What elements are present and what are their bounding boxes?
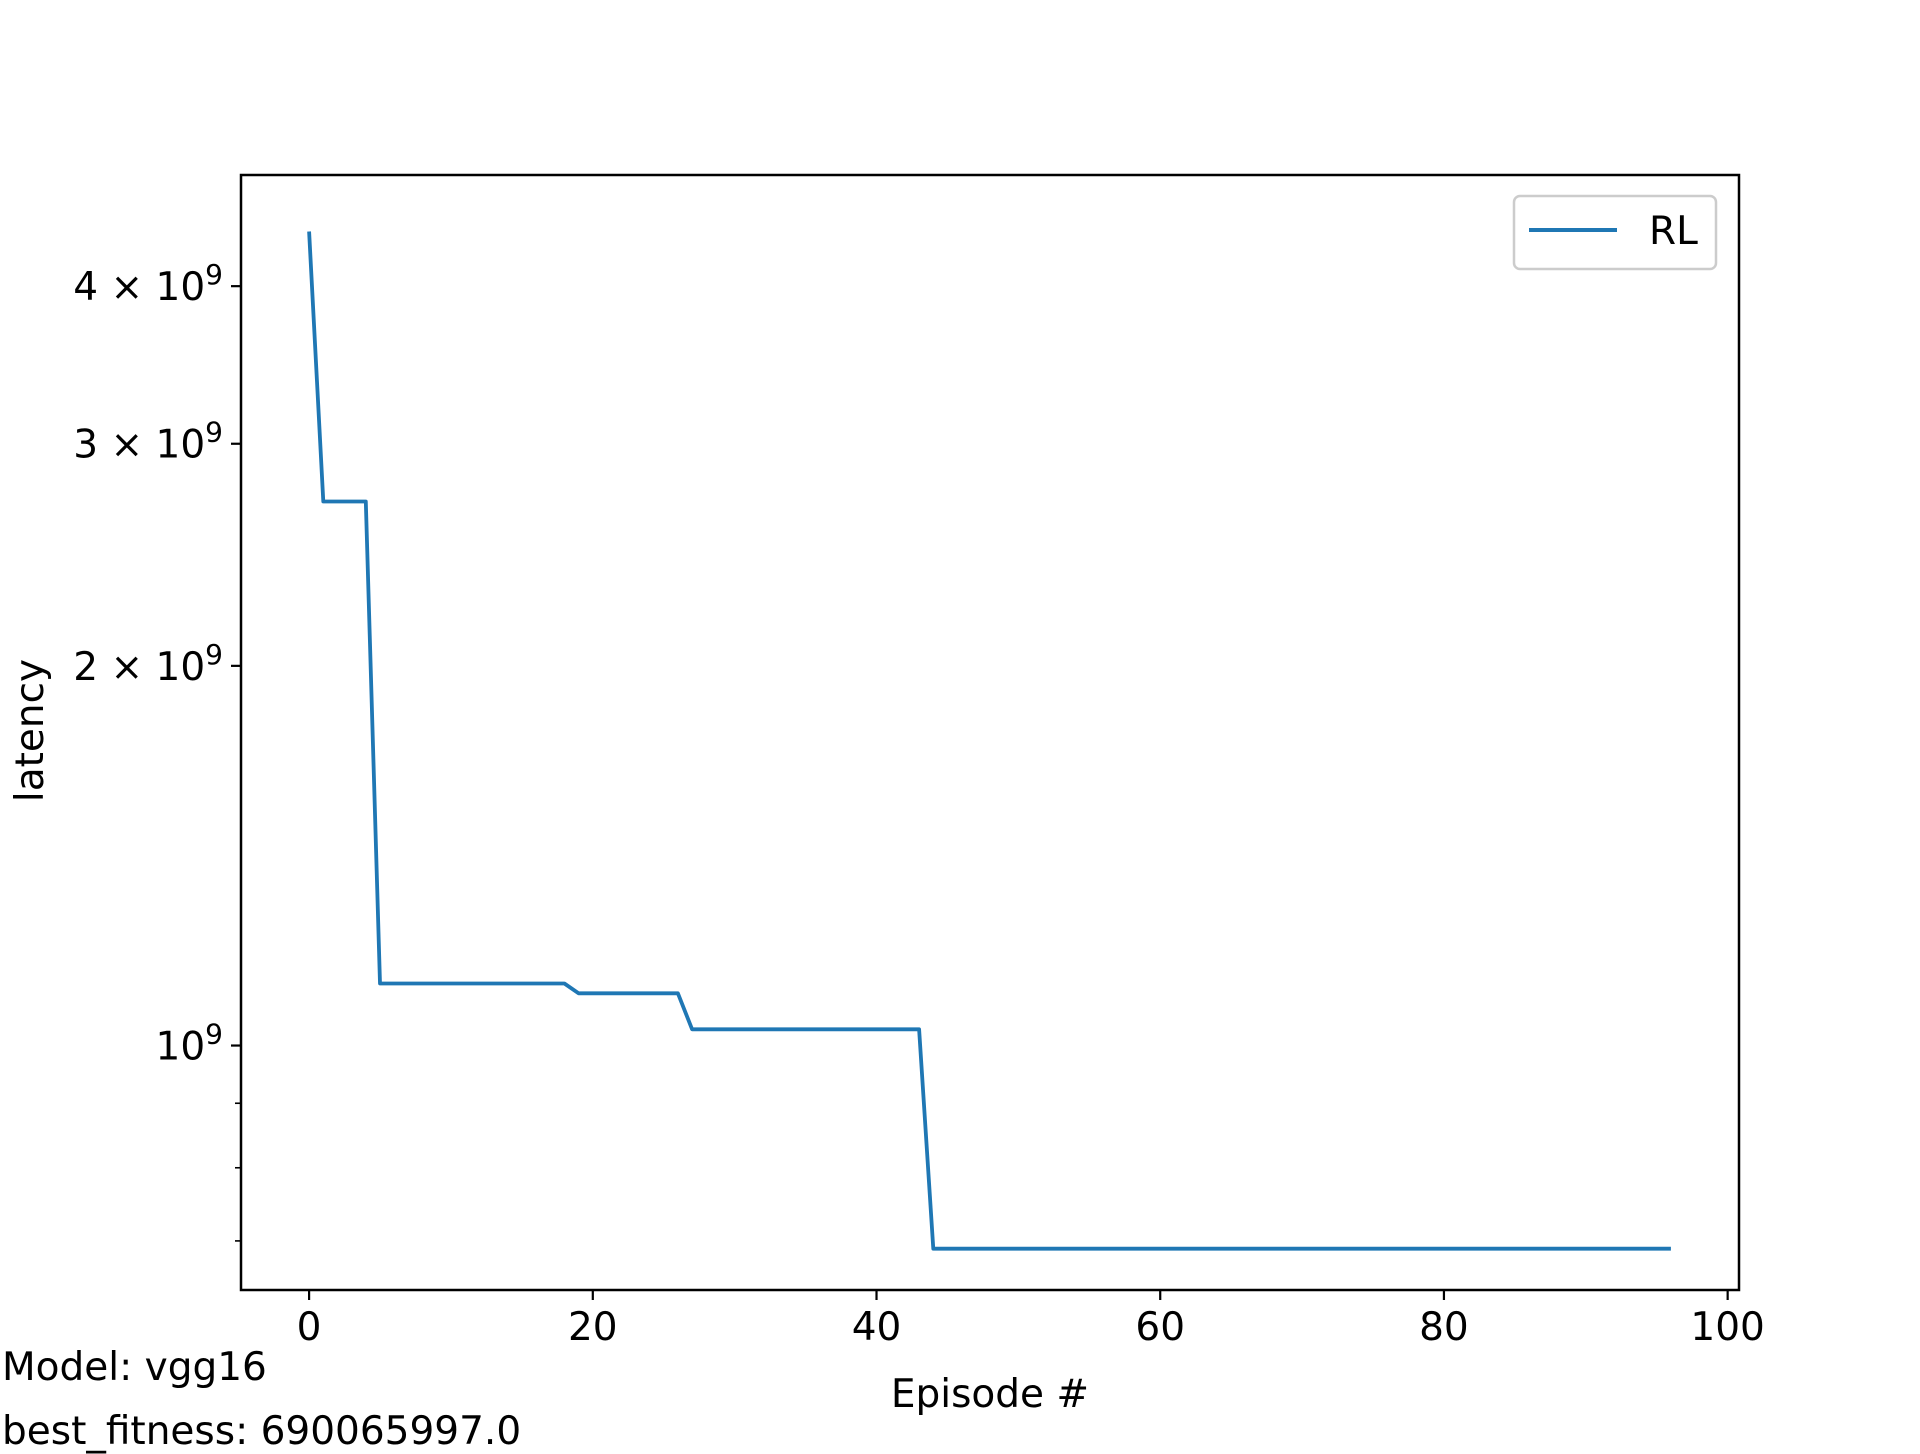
y-tick-label: 109 xyxy=(156,1018,223,1070)
legend-label: RL xyxy=(1649,209,1698,254)
x-axis-label: Episode # xyxy=(891,1372,1089,1417)
axes-frame xyxy=(239,173,1741,1292)
x-tick-label: 80 xyxy=(1419,1305,1469,1350)
y-axis-ticks: 4 × 109 3 × 109 2 × 109 109 xyxy=(73,258,241,1242)
x-axis-ticks: 0 20 40 60 80 100 xyxy=(297,1290,1765,1350)
x-tick-label: 100 xyxy=(1690,1305,1764,1350)
legend-frame xyxy=(1512,194,1718,271)
series-line-RL xyxy=(307,231,1671,1251)
series-layer xyxy=(307,231,1671,1251)
model-note: Model: vgg16 xyxy=(2,1345,267,1390)
y-tick-label: 4 × 109 xyxy=(73,258,223,310)
best-fitness-note: best_fitness: 690065997.0 xyxy=(2,1409,522,1454)
y-tick-label: 3 × 109 xyxy=(73,416,223,468)
x-tick-label: 60 xyxy=(1135,1305,1185,1350)
y-axis-label: latency xyxy=(8,659,53,802)
x-tick-label: 40 xyxy=(852,1305,902,1350)
y-tick-label: 2 × 109 xyxy=(73,638,223,690)
x-tick-label: 20 xyxy=(568,1305,618,1350)
legend: RL xyxy=(1512,194,1718,271)
x-tick-label: 0 xyxy=(297,1305,322,1350)
